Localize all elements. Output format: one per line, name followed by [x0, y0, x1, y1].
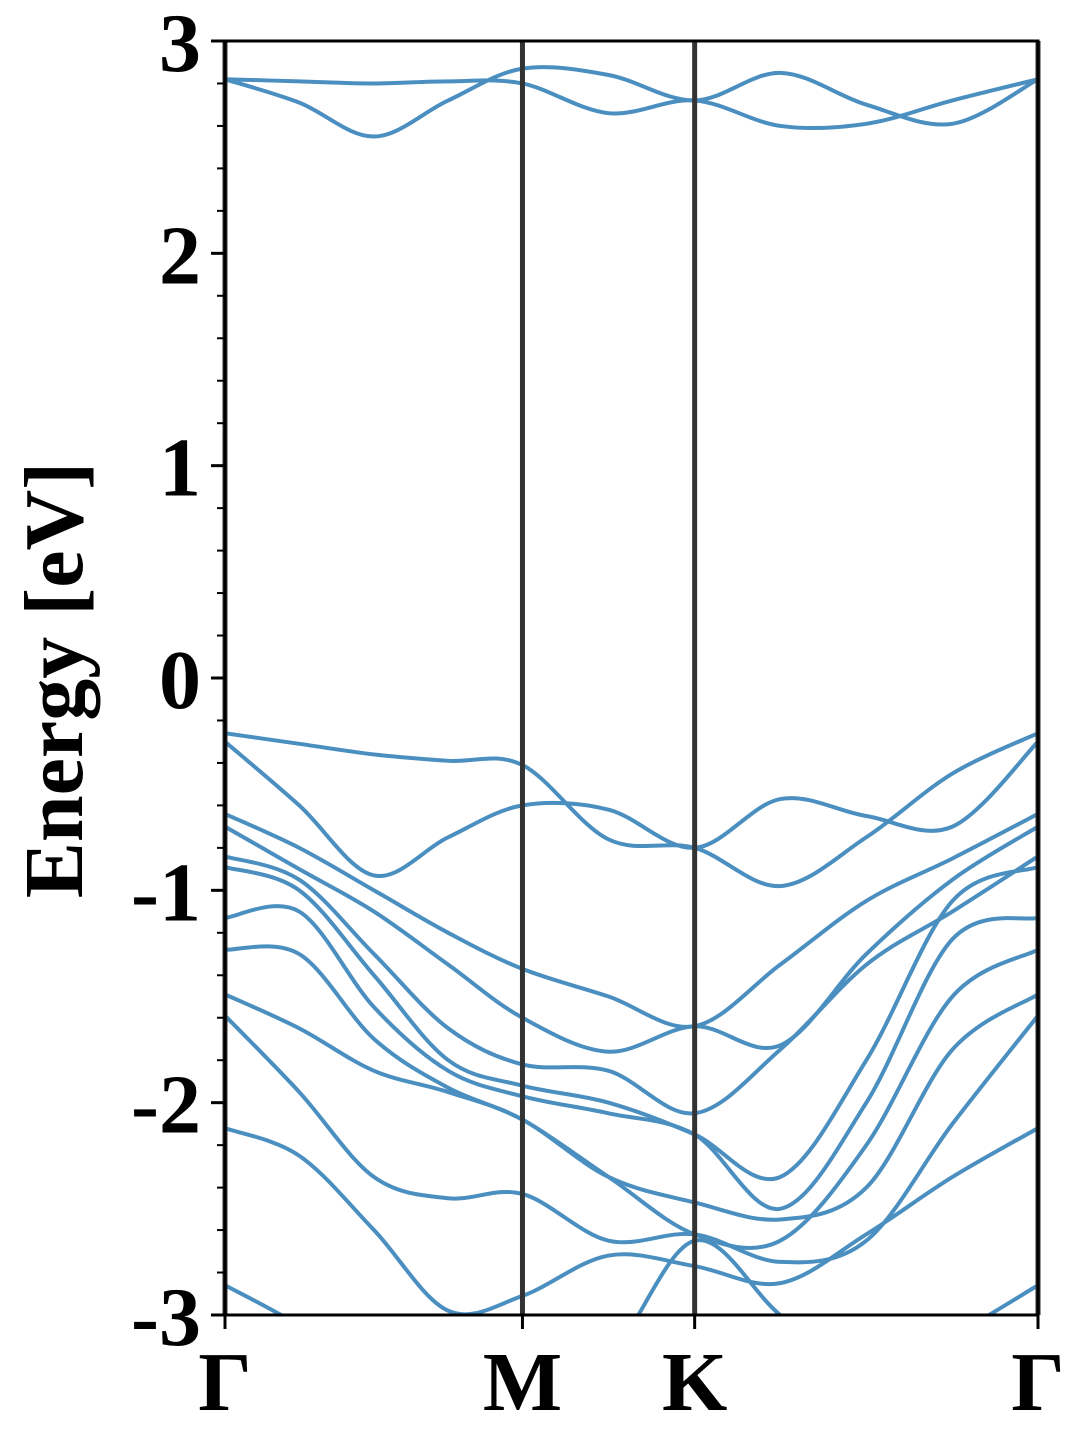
y-tick-label: 0: [159, 634, 201, 727]
band-line: [225, 77, 1038, 131]
plot-area: [225, 65, 1038, 1315]
y-tick-label: -1: [131, 846, 201, 939]
band-line: [225, 944, 1038, 1250]
band-line: [225, 1014, 1038, 1265]
band-line: [225, 824, 1038, 1054]
y-tick-label: 3: [159, 0, 201, 90]
plot-frame: [223, 39, 1040, 1317]
band-line: [225, 1238, 1038, 1315]
band-line: [225, 854, 1038, 1116]
y-tick-label: -3: [131, 1271, 201, 1364]
y-tick-label: -2: [131, 1059, 201, 1152]
x-tick-label: M: [483, 1336, 562, 1429]
y-axis-label: Energy [eV]: [8, 462, 101, 898]
y-tick-label: 2: [159, 209, 201, 302]
x-tick-label: Γ: [1011, 1336, 1064, 1429]
x-tick-label: Γ: [198, 1336, 251, 1429]
y-tick-label: 1: [159, 422, 201, 515]
band-line: [225, 812, 1038, 1029]
band-line: [225, 904, 1038, 1211]
band-line: [225, 731, 1038, 889]
band-line: [225, 1126, 1038, 1315]
band-line: [225, 65, 1038, 139]
band-line: [225, 992, 1038, 1222]
x-tick-label: K: [662, 1336, 727, 1429]
band-line: [225, 865, 1038, 1182]
band-line: [225, 740, 1038, 879]
